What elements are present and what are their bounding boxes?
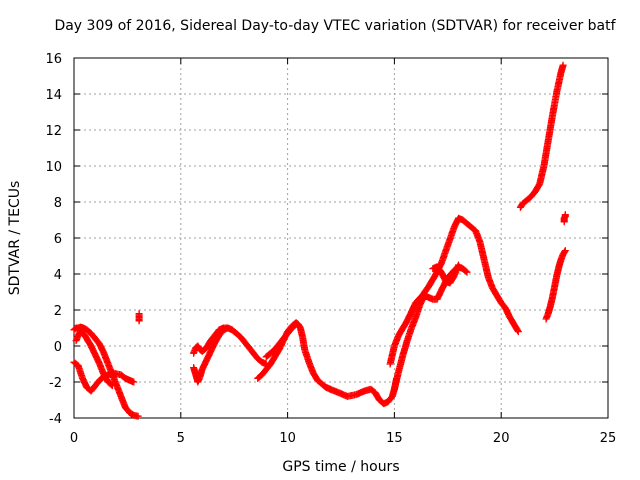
- x-tick-label: 25: [600, 431, 617, 446]
- data-point-plus: [561, 211, 569, 219]
- plot-frame: [73, 57, 609, 419]
- y-tick-label: 0: [54, 340, 62, 355]
- y-tick-label: 16: [45, 52, 62, 67]
- data-point-plus: [559, 61, 567, 69]
- data-point-plus: [134, 412, 142, 420]
- series-track-b: [70, 358, 138, 395]
- series-track-i: [326, 374, 400, 408]
- x-tick-label: 10: [279, 431, 296, 446]
- data-point-plus: [291, 321, 299, 329]
- y-tick-label: 12: [45, 124, 62, 139]
- y-tick-labels: -4 -2 0 2 4 6 8 10 12 14 16: [45, 52, 62, 427]
- y-tick-label: 14: [45, 88, 62, 103]
- data-point-plus: [292, 320, 300, 328]
- y-axis-label: SDTVAR / TECUs: [7, 181, 23, 296]
- y-tick-label: 4: [54, 268, 62, 283]
- series-track-f: [190, 324, 232, 386]
- y-tick-label: 8: [54, 196, 62, 211]
- y-tick-label: 6: [54, 232, 62, 247]
- series-track-n: [542, 247, 569, 323]
- data-point-plus: [224, 324, 232, 332]
- x-tick-labels: 0 5 10 15 20 25: [70, 431, 616, 446]
- data-point-plus: [130, 378, 138, 386]
- data-point-plus: [561, 247, 569, 255]
- data-point-plus: [514, 328, 522, 336]
- x-tick-label: 15: [386, 431, 403, 446]
- x-tick-label: 20: [493, 431, 510, 446]
- y-tick-label: -4: [49, 412, 62, 427]
- series-track-m: [516, 61, 567, 211]
- series-track-o: [560, 211, 569, 226]
- series-track-l: [429, 261, 462, 287]
- data-point-plus: [107, 381, 115, 389]
- series-track-d: [135, 310, 143, 325]
- y-tick-label: 2: [54, 304, 62, 319]
- x-tick-label: 0: [70, 431, 78, 446]
- chart-title: Day 309 of 2016, Sidereal Day-to-day VTE…: [54, 18, 616, 34]
- grid: [74, 58, 608, 418]
- data-marks: [70, 61, 569, 420]
- series-track-j: [386, 214, 522, 368]
- x-tick-label: 5: [177, 431, 185, 446]
- data-point-plus: [108, 382, 116, 390]
- y-tick-label: 10: [45, 160, 62, 175]
- series-track-c: [72, 328, 116, 390]
- x-axis-label: GPS time / hours: [282, 459, 399, 475]
- data-point-plus: [135, 310, 143, 318]
- data-point-plus: [455, 261, 462, 269]
- data-point-plus: [514, 326, 522, 334]
- series-track-h: [262, 320, 300, 361]
- data-point-plus: [463, 268, 471, 276]
- y-tick-label: -2: [49, 376, 62, 391]
- data-point-plus: [561, 248, 569, 256]
- data-point-plus: [462, 267, 470, 275]
